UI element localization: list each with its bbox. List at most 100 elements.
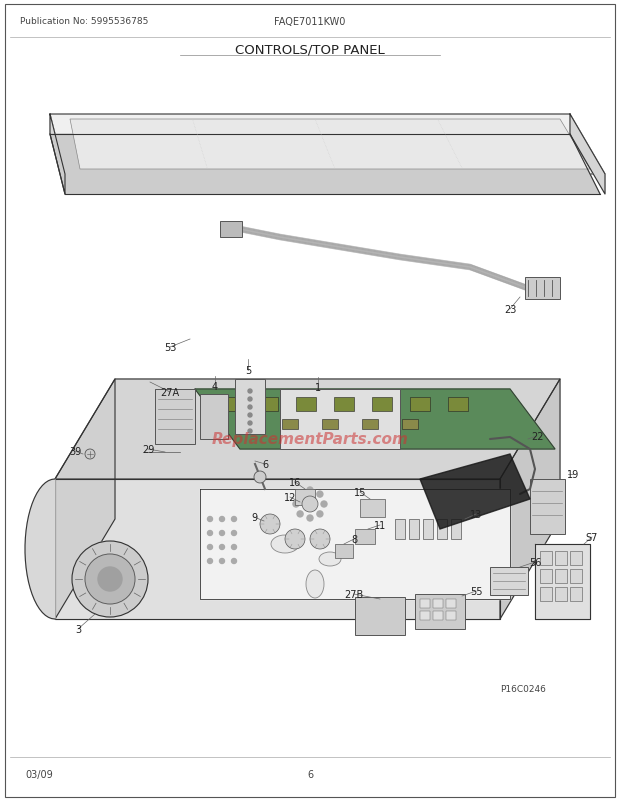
Bar <box>570 551 582 565</box>
Text: 22: 22 <box>531 431 543 441</box>
Bar <box>446 611 456 620</box>
Text: 3: 3 <box>75 624 81 634</box>
Bar <box>360 500 385 517</box>
Circle shape <box>321 501 327 508</box>
Bar <box>335 545 353 558</box>
Bar <box>355 529 375 545</box>
Circle shape <box>297 511 303 517</box>
Circle shape <box>293 501 299 508</box>
Bar <box>570 587 582 602</box>
Bar <box>540 569 552 583</box>
Text: 27B: 27B <box>344 589 363 599</box>
Bar <box>448 398 468 411</box>
Circle shape <box>208 516 213 522</box>
Circle shape <box>307 516 313 521</box>
Bar <box>433 599 443 608</box>
Text: Publication No: 5995536785: Publication No: 5995536785 <box>20 18 148 26</box>
Polygon shape <box>570 115 605 195</box>
Circle shape <box>248 390 252 394</box>
Polygon shape <box>50 115 605 175</box>
Bar <box>490 567 528 595</box>
Text: S7: S7 <box>586 533 598 542</box>
Bar <box>433 611 443 620</box>
Circle shape <box>302 496 318 512</box>
Bar <box>395 520 405 539</box>
Bar <box>235 379 265 435</box>
Bar <box>570 569 582 583</box>
Bar <box>280 390 400 449</box>
Bar <box>282 419 298 429</box>
Polygon shape <box>55 480 500 619</box>
Bar <box>334 398 354 411</box>
Text: 6: 6 <box>307 769 313 779</box>
Ellipse shape <box>319 553 341 566</box>
Text: 12: 12 <box>284 492 296 502</box>
Polygon shape <box>55 379 115 619</box>
Polygon shape <box>535 545 590 619</box>
Bar <box>410 398 430 411</box>
Polygon shape <box>195 390 555 449</box>
Text: 55: 55 <box>470 586 482 596</box>
Polygon shape <box>50 135 600 195</box>
Circle shape <box>231 531 236 536</box>
Bar <box>420 599 430 608</box>
Bar <box>555 569 567 583</box>
Ellipse shape <box>271 535 299 553</box>
Bar <box>540 551 552 565</box>
Text: FAQE7011KW0: FAQE7011KW0 <box>274 17 346 27</box>
Bar <box>220 221 242 237</box>
Bar <box>420 611 430 620</box>
Polygon shape <box>25 480 55 619</box>
Bar <box>242 419 258 429</box>
Text: ReplacementParts.com: ReplacementParts.com <box>211 432 409 447</box>
Bar <box>355 597 405 635</box>
Circle shape <box>219 516 224 522</box>
Bar <box>409 520 419 539</box>
Bar <box>220 398 240 411</box>
Bar <box>555 587 567 602</box>
Bar <box>530 480 565 534</box>
Bar <box>525 277 560 300</box>
Ellipse shape <box>306 570 324 598</box>
Circle shape <box>297 492 303 497</box>
Circle shape <box>208 559 213 564</box>
Text: 56: 56 <box>529 557 541 567</box>
Text: 53: 53 <box>164 342 176 353</box>
Bar <box>446 599 456 608</box>
Circle shape <box>208 531 213 536</box>
Text: 27A: 27A <box>161 387 180 398</box>
Circle shape <box>285 529 305 549</box>
Circle shape <box>317 492 323 497</box>
Circle shape <box>231 545 236 550</box>
Bar <box>402 419 418 429</box>
Circle shape <box>248 429 252 433</box>
Circle shape <box>219 545 224 550</box>
Text: 8: 8 <box>351 534 357 545</box>
Text: CONTROLS/TOP PANEL: CONTROLS/TOP PANEL <box>235 43 385 56</box>
Bar <box>437 520 447 539</box>
Circle shape <box>219 531 224 536</box>
Text: 03/09: 03/09 <box>25 769 53 779</box>
Text: 19: 19 <box>567 469 579 480</box>
Bar <box>200 395 228 439</box>
Bar <box>258 398 278 411</box>
Polygon shape <box>70 119 590 170</box>
Bar <box>372 398 392 411</box>
Circle shape <box>85 554 135 604</box>
Bar <box>155 390 195 444</box>
Polygon shape <box>500 379 560 619</box>
Circle shape <box>317 511 323 517</box>
Polygon shape <box>200 489 510 599</box>
Text: 4: 4 <box>212 382 218 391</box>
Circle shape <box>248 414 252 418</box>
Circle shape <box>72 541 148 618</box>
Text: 15: 15 <box>354 488 366 497</box>
Bar <box>362 419 378 429</box>
Circle shape <box>208 545 213 550</box>
Bar <box>423 520 433 539</box>
Circle shape <box>231 516 236 522</box>
Text: 23: 23 <box>504 305 516 314</box>
Polygon shape <box>420 455 530 529</box>
Circle shape <box>248 398 252 402</box>
Text: 6: 6 <box>262 460 268 469</box>
